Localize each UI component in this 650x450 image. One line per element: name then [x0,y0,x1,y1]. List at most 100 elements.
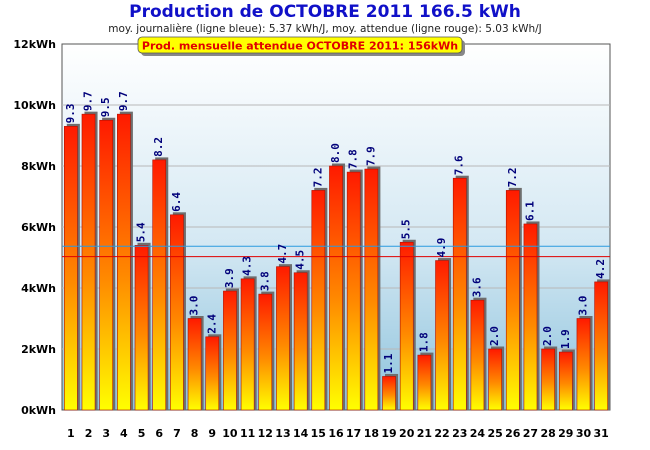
bar [240,278,255,411]
x-tick-label: 25 [487,427,502,440]
x-tick-label: 16 [328,427,344,440]
x-tick-label: 19 [381,427,396,440]
bar [505,190,520,411]
x-tick-label: 28 [540,427,555,440]
y-tick-label: 2kWh [21,343,56,356]
bar [541,348,555,411]
x-tick-label: 9 [208,427,216,440]
x-tick-label: 31 [594,427,609,440]
x-tick-label: 15 [311,427,326,440]
bar [276,266,290,411]
bar [594,281,609,411]
x-tick-label: 4 [120,427,128,440]
bar-value-label: 8.2 [152,137,165,157]
bar-value-label: 7.8 [347,149,360,169]
y-tick-label: 10kWh [13,99,56,112]
bar-value-label: 7.2 [311,168,324,188]
bar [576,318,591,411]
bar-value-label: 9.3 [64,103,77,123]
bar-value-label: 7.9 [364,146,377,166]
bar-value-label: 2.4 [205,314,218,334]
bar [223,290,237,411]
x-tick-label: 6 [155,427,163,440]
bar-value-label: 1.8 [417,332,430,352]
bar-value-label: 7.2 [506,168,519,188]
bar [134,245,149,411]
x-tick-label: 8 [191,427,199,440]
x-tick-label: 24 [470,427,486,440]
x-tick-label: 7 [173,427,181,440]
banner-text: Prod. mensuelle attendue OCTOBRE 2011: 1… [142,40,458,53]
bar [470,299,485,411]
x-tick-label: 12 [258,427,273,440]
bar-value-label: 9.7 [117,91,130,111]
x-tick-label: 20 [399,427,415,440]
x-tick-label: 10 [222,427,238,440]
bar [382,376,396,411]
chart-subtitle: moy. journalière (ligne bleue): 5.37 kWh… [108,23,542,35]
bar-value-label: 1.1 [382,353,395,373]
bar-value-label: 6.1 [523,201,536,221]
bar [399,241,414,411]
y-tick-label: 4kWh [21,282,56,295]
x-tick-label: 2 [85,427,93,440]
bar [452,177,467,411]
bar-value-label: 7.6 [453,155,466,175]
x-tick-label: 3 [102,427,110,440]
bar [293,272,308,411]
bar [364,168,379,411]
y-tick-label: 8kWh [21,160,56,173]
bar [311,190,326,411]
bar-value-label: 9.7 [82,91,95,111]
bar [81,113,96,411]
bar [346,171,361,411]
bar-value-label: 4.9 [435,238,448,258]
bar-value-label: 4.5 [294,250,307,270]
bar [435,260,449,411]
bar-value-label: 2.0 [541,326,554,346]
bar-value-label: 3.0 [188,296,201,316]
x-tick-label: 27 [523,427,538,440]
x-tick-label: 21 [417,427,432,440]
bar [170,214,184,411]
bar-value-label: 6.4 [170,192,183,212]
bar-value-label: 3.8 [258,271,271,291]
bar-value-label: 4.2 [594,259,607,279]
bar-value-label: 8.0 [329,143,342,163]
y-tick-label: 0kWh [21,404,56,417]
y-tick-label: 12kWh [13,38,56,51]
x-tick-label: 5 [138,427,146,440]
bar-value-label: 5.4 [135,222,148,242]
x-tick-label: 29 [558,427,573,440]
x-tick-label: 14 [293,427,309,440]
bar [187,318,202,411]
x-tick-label: 11 [240,427,255,440]
bar-value-label: 2.0 [488,326,501,346]
x-tick-label: 13 [275,427,290,440]
bar [205,336,220,411]
x-tick-label: 1 [67,427,75,440]
bar-value-label: 3.0 [576,296,589,316]
bar [417,354,432,411]
bar [488,348,502,411]
banner-box [137,36,463,54]
x-tick-label: 22 [434,427,449,440]
bar [558,351,573,411]
bar-value-label: 4.7 [276,244,289,264]
x-tick-label: 23 [452,427,467,440]
x-tick-label: 18 [364,427,379,440]
x-tick-label: 17 [346,427,361,440]
bar-value-label: 1.9 [559,329,572,349]
bar-value-label: 9.5 [99,97,112,117]
bar [152,159,167,411]
chart-title: Production de OCTOBRE 2011 166.5 kWh [129,2,521,22]
bar [329,165,343,411]
bar-value-label: 3.6 [470,277,483,297]
bar [523,223,538,411]
bar [117,113,131,411]
y-tick-label: 6kWh [21,221,56,234]
bar [258,293,273,411]
x-tick-label: 30 [576,427,592,440]
bar-value-label: 5.5 [400,219,413,239]
